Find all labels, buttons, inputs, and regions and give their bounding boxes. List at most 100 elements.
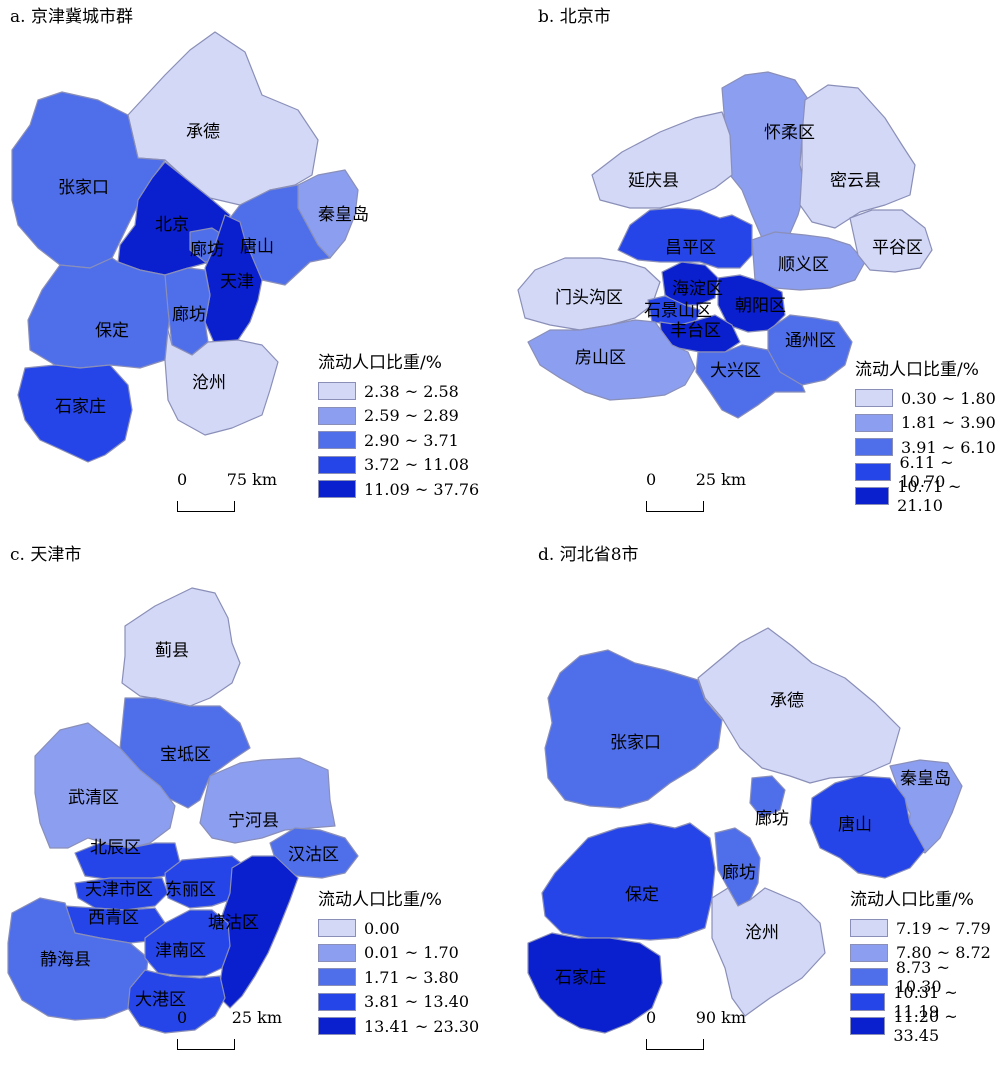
- legend-swatch: [318, 480, 356, 499]
- region-cangzhou: [164, 329, 279, 436]
- scale-end: 75 km: [226, 470, 277, 489]
- region-huairou: [717, 71, 813, 239]
- region-zhangjiakou: [544, 649, 723, 809]
- legend-item: 10.31 ~ 11.19: [850, 983, 1000, 1021]
- legend-item: 2.38 ~ 2.58: [318, 379, 479, 404]
- scale-end: 25 km: [695, 470, 746, 489]
- legend: 流动人口比重/% 2.38 ~ 2.58 2.59 ~ 2.89 2.90 ~ …: [318, 348, 479, 502]
- region-fangshan: [527, 319, 696, 401]
- region-shijiazhuang: [527, 932, 663, 1034]
- legend-swatch: [318, 943, 356, 962]
- legend-label: 10.71 ~ 21.10: [897, 477, 962, 516]
- region-chaoyang: [717, 274, 786, 333]
- panel-a: a. 京津冀城市群 承德 张家口 秦皇岛 北京 廊坊 唐山 天津 保定 廊坊 沧…: [0, 0, 500, 537]
- legend-label: 3.72 ~ 11.08: [364, 455, 470, 475]
- region-beichen: [74, 842, 181, 881]
- legend-swatch: [318, 1017, 356, 1036]
- panel-title: b. 北京市: [538, 7, 611, 27]
- legend-item: 3.72 ~ 11.08: [318, 453, 479, 478]
- legend: 流动人口比重/% 0.00 0.01 ~ 1.70 1.71 ~ 3.80 3.…: [318, 885, 479, 1039]
- legend-swatch: [318, 406, 356, 425]
- legend-item: 8.73 ~ 10.30: [850, 958, 1000, 996]
- legend-label: 3.91 ~ 6.10: [901, 437, 996, 457]
- region-ninghe: [199, 757, 336, 844]
- scale-end: 90 km: [695, 1008, 746, 1027]
- region-shijiazhuang: [17, 364, 133, 463]
- legend: 流动人口比重/% 7.19 ~ 7.79 7.80 ~ 8.72 8.73 ~ …: [850, 885, 1000, 1045]
- legend-title: 流动人口比重/%: [318, 890, 442, 910]
- scale-bar: 0 90 km: [646, 1008, 746, 1050]
- legend-item: 11.20 ~ 33.45: [850, 1007, 1000, 1045]
- scale-bar: 0 75 km: [177, 470, 277, 512]
- region-dagang: [127, 969, 226, 1034]
- region-langfang-south: [714, 827, 761, 907]
- panel-c: c. 天津市 蓟县 宝坻区 武清区 宁河县 汉沽区 北辰区 天津市区 东丽区 西…: [0, 538, 500, 1075]
- scale-bar: 0 25 km: [646, 470, 746, 512]
- legend-swatch: [850, 992, 886, 1011]
- legend-item: 1.71 ~ 3.80: [318, 965, 479, 990]
- scale-start: 0: [646, 1008, 657, 1027]
- region-langfang-south: [164, 267, 211, 356]
- region-changping: [617, 207, 753, 269]
- legend-item: 10.71 ~ 21.10: [855, 477, 1000, 515]
- scale-start: 0: [646, 470, 657, 489]
- legend-label: 10.31 ~ 11.19: [893, 982, 958, 1021]
- legend-label: 11.20 ~ 33.45: [893, 1007, 958, 1046]
- legend-swatch: [318, 431, 356, 450]
- legend-label: 0.00: [364, 918, 400, 938]
- region-city: [74, 877, 169, 911]
- legend-label: 2.38 ~ 2.58: [364, 381, 459, 401]
- legend-item: 0.00: [318, 916, 479, 941]
- scale-start: 0: [177, 1008, 188, 1027]
- legend-title: 流动人口比重/%: [850, 890, 974, 910]
- legend-swatch: [850, 1017, 886, 1036]
- legend-item: 2.90 ~ 3.71: [318, 428, 479, 453]
- panel-d: d. 河北省8市 承德 张家口 秦皇岛 廊坊 唐山 保定 廊坊 沧州 石家庄 流…: [500, 538, 1000, 1075]
- region-tangshan: [809, 775, 926, 879]
- legend-label: 2.59 ~ 2.89: [364, 406, 459, 426]
- scale-line: [177, 1039, 235, 1050]
- legend-swatch: [855, 462, 892, 481]
- region-langfang-north: [749, 775, 786, 819]
- map-b: [517, 71, 933, 419]
- region-pinggu: [849, 209, 933, 273]
- region-wuqing: [34, 722, 176, 849]
- region-jixian: [121, 587, 241, 707]
- scale-line: [177, 501, 235, 512]
- region-mentougou: [517, 257, 661, 331]
- legend-title: 流动人口比重/%: [318, 353, 442, 373]
- legend-swatch: [318, 992, 356, 1011]
- legend-label: 2.90 ~ 3.71: [364, 430, 459, 450]
- region-baoding: [541, 822, 716, 941]
- legend-item: 0.30 ~ 1.80: [855, 386, 1000, 411]
- legend-item: 2.59 ~ 2.89: [318, 404, 479, 429]
- map-a: [11, 31, 359, 463]
- legend-swatch: [850, 943, 888, 962]
- scale-line: [646, 1039, 704, 1050]
- scale-start: 0: [177, 470, 188, 489]
- region-chengde: [697, 627, 901, 784]
- scale-end: 25 km: [231, 1008, 282, 1027]
- legend-swatch: [850, 919, 888, 938]
- legend-label: 7.80 ~ 8.72: [896, 943, 991, 963]
- legend-swatch: [318, 455, 356, 474]
- region-miyun: [799, 84, 916, 229]
- legend-label: 6.11 ~ 10.70: [899, 452, 954, 491]
- region-cangzhou: [711, 887, 826, 1017]
- region-shunyi: [751, 231, 866, 291]
- legend-item: 13.41 ~ 23.30: [318, 1014, 479, 1039]
- map-c: [7, 587, 359, 1034]
- panel-b: b. 北京市 怀柔区 延庆县 密云县 昌平区 顺义区 平谷区 门头沟区 海淀区 …: [500, 0, 1000, 537]
- legend-item: 6.11 ~ 10.70: [855, 453, 1000, 491]
- legend: 流动人口比重/% 0.30 ~ 1.80 1.81 ~ 3.90 3.91 ~ …: [855, 355, 1000, 515]
- region-jinnan: [144, 909, 231, 977]
- legend-swatch: [850, 968, 888, 987]
- legend-swatch: [855, 487, 890, 506]
- panel-title: c. 天津市: [10, 545, 82, 565]
- legend-label: 7.19 ~ 7.79: [896, 918, 991, 938]
- legend-label: 8.73 ~ 10.30: [895, 958, 950, 997]
- legend-title: 流动人口比重/%: [855, 360, 979, 380]
- legend-label: 1.71 ~ 3.80: [364, 967, 459, 987]
- legend-label: 1.81 ~ 3.90: [901, 413, 996, 433]
- legend-item: 7.80 ~ 8.72: [850, 941, 1000, 966]
